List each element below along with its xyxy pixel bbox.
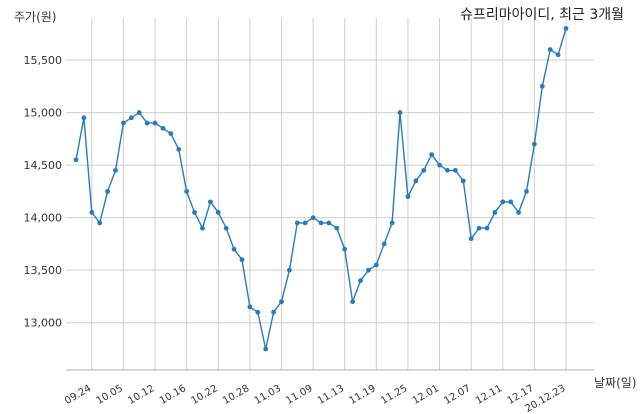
x-axis-ticks: 09.24 10.05 10.12 10.16 10.22 10.28 11.03 11.09… — [63, 383, 567, 414]
data-point — [468, 236, 474, 242]
grid — [66, 18, 594, 371]
data-point — [539, 83, 545, 89]
x-tick-label: 12.11 — [474, 383, 504, 407]
data-point — [389, 220, 395, 226]
data-point — [105, 188, 111, 194]
data-point — [89, 209, 95, 215]
data-point — [397, 110, 403, 115]
data-point — [381, 241, 387, 247]
data-point — [207, 199, 213, 205]
data-point — [508, 199, 514, 205]
x-tick-label: 11.13 — [316, 383, 346, 407]
data-point — [310, 215, 316, 221]
x-tick-label: 10.16 — [158, 383, 188, 407]
data-point — [263, 346, 269, 352]
x-tick-label: 10.12 — [126, 383, 156, 407]
x-tick-label: 12.01 — [411, 383, 441, 407]
data-point — [271, 309, 276, 315]
x-tick-label: 11.09 — [284, 383, 314, 407]
data-point — [500, 199, 506, 205]
data-point — [184, 188, 190, 194]
data-point — [366, 267, 371, 273]
data-point — [215, 209, 221, 215]
data-point — [247, 304, 253, 310]
data-point — [152, 120, 158, 126]
y-tick-label: 14,000 — [24, 212, 63, 225]
data-point — [160, 125, 166, 131]
data-point — [358, 278, 363, 284]
y-tick-label: 13,000 — [24, 317, 63, 330]
data-point — [373, 262, 379, 268]
data-point — [524, 188, 529, 194]
y-tick-label: 15,500 — [24, 54, 63, 67]
data-point — [531, 141, 537, 147]
x-tick-label: 10.22 — [189, 383, 219, 407]
data-point — [421, 167, 427, 173]
data-point — [334, 225, 340, 231]
data-point — [97, 220, 103, 226]
x-tick-label: 12.07 — [442, 383, 472, 407]
data-point — [128, 115, 134, 121]
data-point — [286, 267, 292, 273]
data-point — [223, 225, 229, 231]
data-point — [239, 257, 245, 263]
data-point — [555, 52, 561, 58]
data-point — [279, 299, 284, 305]
data-point — [73, 157, 79, 163]
data-point — [476, 225, 482, 231]
y-axis-ticks: 13,000 13,500 14,000 14,500 15,000 15,500 — [24, 54, 63, 330]
data-point — [326, 220, 332, 226]
data-point — [437, 162, 442, 168]
data-point — [492, 209, 498, 215]
data-point — [452, 167, 458, 173]
x-tick-label: 11.25 — [379, 383, 409, 407]
data-point — [136, 110, 142, 115]
data-point — [200, 225, 205, 231]
data-point — [460, 178, 466, 184]
data-point — [302, 220, 308, 226]
data-point — [144, 120, 150, 126]
x-tick-label: 09.24 — [63, 383, 93, 407]
x-tick-label: 10.28 — [221, 383, 251, 407]
data-point — [294, 220, 300, 226]
data-point — [413, 178, 419, 184]
data-point — [547, 47, 553, 52]
data-point — [192, 209, 197, 215]
data-point — [231, 246, 237, 252]
data-point — [445, 167, 450, 173]
series-line — [75, 28, 567, 350]
data-point — [113, 167, 118, 173]
chart-title: 슈프리마아이디, 최근 3개월 — [460, 7, 624, 23]
data-point — [429, 152, 435, 157]
data-point — [255, 309, 261, 315]
data-point — [563, 26, 569, 31]
data-point — [318, 220, 324, 226]
data-point — [484, 225, 490, 231]
data-point — [121, 120, 126, 126]
x-tick-label: 11.03 — [253, 383, 283, 407]
data-point — [81, 115, 87, 121]
y-tick-label: 14,500 — [24, 159, 63, 172]
x-tick-label: 10.05 — [95, 383, 125, 407]
price-series — [73, 26, 569, 352]
x-axis-label: 날짜(일) — [594, 376, 637, 390]
y-axis-label: 주가(원) — [14, 10, 57, 24]
y-tick-label: 13,500 — [24, 264, 63, 277]
x-tick-label: 11.19 — [348, 383, 378, 407]
data-point — [342, 246, 348, 252]
data-point — [176, 146, 182, 152]
y-tick-label: 15,000 — [24, 107, 63, 120]
data-point — [405, 194, 411, 200]
data-point — [168, 131, 174, 136]
data-point — [516, 209, 521, 215]
data-point — [350, 299, 356, 305]
